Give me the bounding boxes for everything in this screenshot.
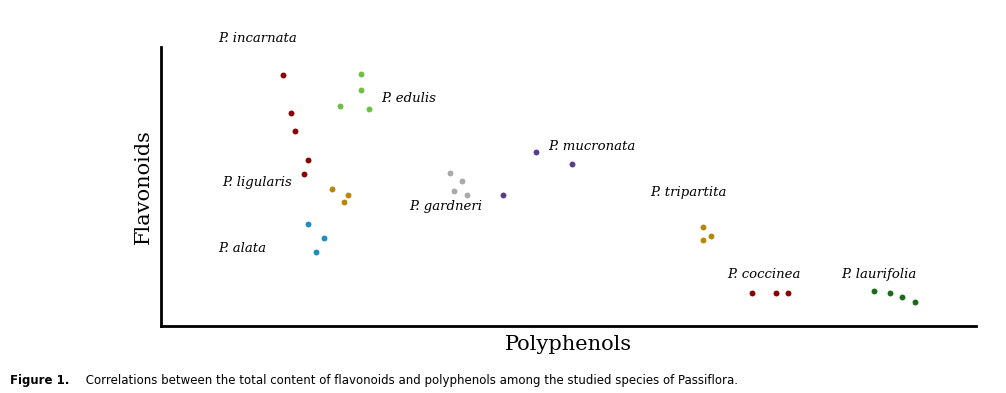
Text: P. laurifolia: P. laurifolia <box>841 268 916 281</box>
Point <box>308 249 324 255</box>
Text: P. gardneri: P. gardneri <box>409 200 483 213</box>
Point <box>288 128 304 134</box>
X-axis label: Polyphenols: Polyphenols <box>505 334 632 354</box>
Point <box>528 149 544 155</box>
Point <box>743 290 760 296</box>
Point <box>769 290 785 296</box>
Point <box>324 186 340 193</box>
Text: P. ligularis: P. ligularis <box>222 176 292 189</box>
Point <box>300 221 316 228</box>
Point <box>695 237 711 243</box>
Point <box>703 232 719 239</box>
Text: P. tripartita: P. tripartita <box>650 186 726 199</box>
Point <box>296 171 312 177</box>
Point <box>906 299 923 306</box>
Point <box>352 70 368 77</box>
Point <box>455 178 471 184</box>
Point <box>300 157 316 163</box>
Text: P. edulis: P. edulis <box>381 92 436 105</box>
Point <box>695 224 711 230</box>
Point <box>459 192 475 198</box>
Text: P. incarnata: P. incarnata <box>218 32 297 45</box>
Text: P. coccinea: P. coccinea <box>727 268 801 281</box>
Point <box>336 199 352 205</box>
Point <box>340 192 356 198</box>
Text: Correlations between the total content of flavonoids and polyphenols among the s: Correlations between the total content o… <box>82 374 738 387</box>
Point <box>443 170 459 176</box>
Text: P. alata: P. alata <box>218 242 266 255</box>
Point <box>316 235 332 241</box>
Y-axis label: Flavonoids: Flavonoids <box>134 129 153 244</box>
Point <box>447 188 463 194</box>
Point <box>564 161 580 167</box>
Point <box>781 290 797 296</box>
Point <box>866 288 882 294</box>
Text: Figure 1.: Figure 1. <box>10 374 69 387</box>
Point <box>352 87 368 94</box>
Point <box>332 103 348 109</box>
Point <box>275 72 291 78</box>
Point <box>284 110 300 116</box>
Point <box>361 105 377 112</box>
Text: P. mucronata: P. mucronata <box>548 140 635 153</box>
Point <box>894 294 910 300</box>
Point <box>495 192 511 198</box>
Point <box>882 290 898 296</box>
